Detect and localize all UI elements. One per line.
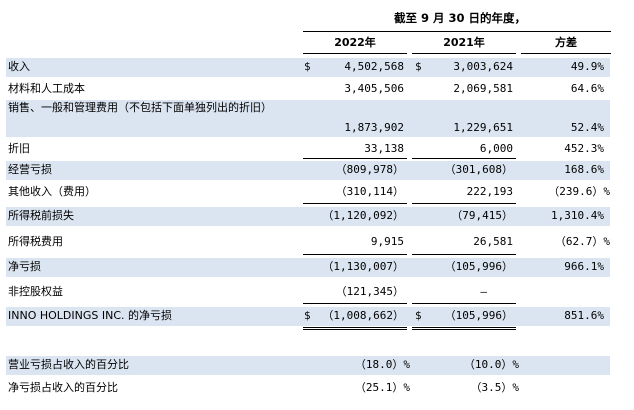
col-2021-underline xyxy=(412,53,516,54)
row-label: 净亏损 xyxy=(8,260,41,273)
variance-value: 966.1% xyxy=(564,260,604,273)
table-row: 营业亏损占收入的百分比 （18.0）% （10.0）% xyxy=(6,356,610,375)
row-label: 所得税前损失 xyxy=(8,209,74,222)
row-label: 收入 xyxy=(8,60,30,73)
value-2022: （809,978） xyxy=(335,163,404,176)
table-row: 净亏损 （1,130,007） （105,996） 966.1% xyxy=(6,258,610,277)
currency-symbol: $ xyxy=(304,60,311,73)
subtotal-rule xyxy=(412,158,516,159)
value-2021: 26,581 xyxy=(473,235,513,248)
value-2022: （25.1）% xyxy=(354,381,410,394)
value-2021: 6,000 xyxy=(479,142,513,155)
value-2022: （1,008,662） xyxy=(322,309,404,322)
value-2021: （10.0）% xyxy=(463,358,519,371)
row-label: 材料和人工成本 xyxy=(8,82,85,95)
value-2021: （79,415） xyxy=(451,209,513,222)
row-label: 净亏损占收入的百分比 xyxy=(8,381,118,394)
period-underline xyxy=(303,31,611,32)
table-row: 所得税费用 9,915 26,581 （62.7）% xyxy=(6,233,610,252)
variance-value: 1,310.4% xyxy=(551,209,604,222)
currency-symbol: $ xyxy=(415,60,422,73)
row-label: 非控股权益 xyxy=(8,285,63,298)
table-row: 非控股权益 （121,345） — xyxy=(6,283,610,302)
row-label: 折旧 xyxy=(8,142,30,155)
col-2022-underline xyxy=(303,53,407,54)
value-2021: 222,193 xyxy=(466,185,513,198)
row-label: 营业亏损占收入的百分比 xyxy=(8,358,129,371)
table-row: 销售、一般和管理费用（不包括下面单独列出的折旧） 1,873,902 1,229… xyxy=(6,100,610,137)
row-label: 经营亏损 xyxy=(8,163,52,176)
currency-symbol: $ xyxy=(304,309,311,322)
value-2022: （1,120,092） xyxy=(322,209,404,222)
value-2022: （121,345） xyxy=(335,285,404,298)
subtotal-rule xyxy=(303,203,407,204)
value-2022: （310,114） xyxy=(335,185,404,198)
col-variance-underline xyxy=(521,53,611,54)
table-row: 经营亏损 （809,978） （301,608） 168.6% xyxy=(6,161,610,180)
value-2022: 33,138 xyxy=(364,142,404,155)
value-2021: （3.5）% xyxy=(470,381,520,394)
value-2021: 3,003,624 xyxy=(453,60,513,73)
row-label: 销售、一般和管理费用（不包括下面单独列出的折旧） xyxy=(8,101,272,114)
col-header-2022: 2022年 xyxy=(334,36,376,49)
table-row: 材料和人工成本 3,405,506 2,069,581 64.6% xyxy=(6,80,610,99)
subtotal-rule xyxy=(303,303,407,304)
table-row: 所得税前损失 （1,120,092） （79,415） 1,310.4% xyxy=(6,207,610,226)
currency-symbol: $ xyxy=(415,309,422,322)
value-2022: （18.0）% xyxy=(354,358,410,371)
value-2021: 1,229,651 xyxy=(453,121,513,134)
col-header-2021: 2021年 xyxy=(443,36,485,49)
row-label: 其他收入（费用） xyxy=(8,185,96,198)
variance-value: 52.4% xyxy=(570,121,604,134)
total-double-rule xyxy=(303,327,407,330)
variance-value: 168.6% xyxy=(564,163,604,176)
variance-value: 851.6% xyxy=(564,309,604,322)
table-row: 其他收入（费用） （310,114） 222,193 （239.6）% xyxy=(6,183,610,202)
table-row: 收入 $ 4,502,568 $ 3,003,624 49.9% xyxy=(6,58,610,77)
value-2022: （1,130,007） xyxy=(322,260,404,273)
subtotal-rule xyxy=(412,303,516,304)
value-2021: （301,608） xyxy=(444,163,513,176)
value-2022: 3,405,506 xyxy=(344,82,404,95)
variance-value: （62.7）% xyxy=(554,235,610,248)
value-2021: （105,996） xyxy=(444,309,513,322)
total-double-rule xyxy=(412,327,516,330)
value-2022: 1,873,902 xyxy=(344,121,404,134)
value-2021: — xyxy=(480,285,487,298)
variance-value: （239.6）% xyxy=(548,185,610,198)
subtotal-rule xyxy=(412,254,516,255)
row-label: INNO HOLDINGS INC. 的净亏损 xyxy=(8,309,173,322)
subtotal-rule xyxy=(412,203,516,204)
value-2021: （105,996） xyxy=(444,260,513,273)
col-header-variance: 方差 xyxy=(555,36,577,49)
period-header: 截至 9 月 30 日的年度， xyxy=(393,11,527,25)
variance-value: 49.9% xyxy=(570,60,604,73)
table-row: INNO HOLDINGS INC. 的净亏损 $ （1,008,662） $ … xyxy=(6,307,610,326)
row-label: 所得税费用 xyxy=(8,235,63,248)
subtotal-rule xyxy=(303,254,407,255)
variance-value: 452.3% xyxy=(564,142,604,155)
value-2022: 9,915 xyxy=(370,235,404,248)
table-row: 折旧 33,138 6,000 452.3% xyxy=(6,140,610,159)
variance-value: 64.6% xyxy=(570,82,604,95)
table-row: 净亏损占收入的百分比 （25.1）% （3.5）% xyxy=(6,379,610,398)
value-2022: 4,502,568 xyxy=(344,60,404,73)
value-2021: 2,069,581 xyxy=(453,82,513,95)
subtotal-rule xyxy=(303,158,407,159)
